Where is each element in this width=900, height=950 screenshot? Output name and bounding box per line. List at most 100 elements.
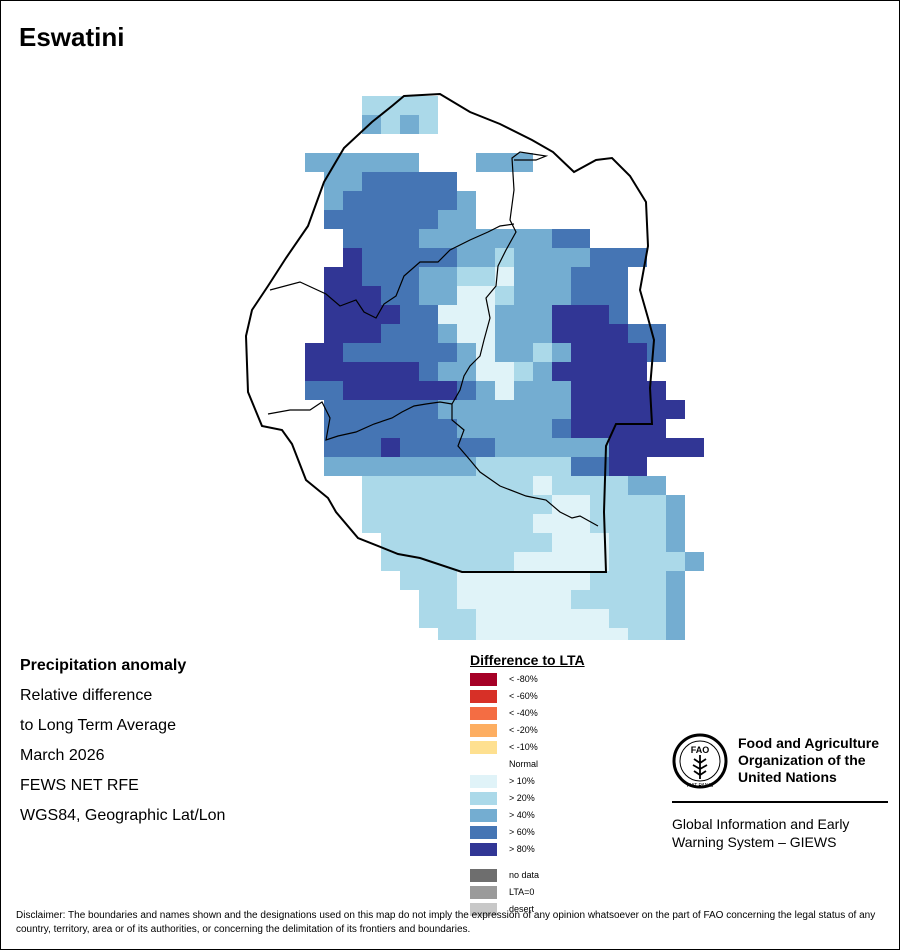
grid-cell	[571, 495, 590, 514]
grid-cell	[457, 305, 476, 324]
grid-cell	[571, 609, 590, 628]
grid-cell	[533, 324, 552, 343]
grid-cell	[381, 191, 400, 210]
grid-cell	[628, 248, 647, 267]
grid-cell	[628, 552, 647, 571]
grid-cell	[476, 590, 495, 609]
grid-cell	[495, 400, 514, 419]
grid-cell	[514, 267, 533, 286]
grid-cell	[381, 552, 400, 571]
grid-cell	[495, 267, 514, 286]
grid-cell	[476, 457, 495, 476]
grid-cell	[590, 609, 609, 628]
map-info-block: Precipitation anomaly Relative differenc…	[20, 656, 320, 836]
legend-class-item: < -60%	[470, 690, 670, 707]
grid-cell	[400, 267, 419, 286]
grid-cell	[400, 324, 419, 343]
grid-cell	[628, 457, 647, 476]
legend-swatch	[470, 903, 497, 916]
grid-cell	[419, 343, 438, 362]
grid-cell	[514, 533, 533, 552]
grid-cell	[590, 286, 609, 305]
grid-cell	[438, 362, 457, 381]
grid-cell	[571, 476, 590, 495]
grid-cell	[438, 628, 457, 640]
grid-cell	[419, 324, 438, 343]
grid-cell	[400, 153, 419, 172]
legend-swatch	[470, 707, 497, 720]
legend-class-item: < -40%	[470, 707, 670, 724]
grid-cell	[628, 533, 647, 552]
grid-cell	[628, 324, 647, 343]
legend-label: > 40%	[509, 810, 535, 820]
grid-cell	[476, 514, 495, 533]
grid-cell	[457, 476, 476, 495]
grid-cell	[628, 571, 647, 590]
grid-cell	[457, 267, 476, 286]
grid-cell	[628, 609, 647, 628]
grid-cell	[343, 438, 362, 457]
grid-cell	[609, 533, 628, 552]
grid-cell	[552, 552, 571, 571]
grid-cell	[438, 514, 457, 533]
grid-cell	[666, 514, 685, 533]
grid-cell	[343, 286, 362, 305]
grid-cell	[343, 343, 362, 362]
grid-cell	[381, 210, 400, 229]
grid-cell	[514, 343, 533, 362]
grid-cell	[457, 229, 476, 248]
fao-divider	[672, 801, 888, 803]
legend-title: Difference to LTA	[470, 652, 585, 668]
grid-cell	[571, 457, 590, 476]
grid-cell	[590, 419, 609, 438]
grid-cell	[438, 419, 457, 438]
grid-cell	[628, 419, 647, 438]
grid-cell	[590, 571, 609, 590]
grid-cell	[343, 191, 362, 210]
grid-cell	[609, 381, 628, 400]
grid-cell	[571, 590, 590, 609]
grid-cell	[324, 191, 343, 210]
grid-cell	[324, 286, 343, 305]
grid-cell	[552, 514, 571, 533]
grid-cell	[457, 552, 476, 571]
legend-swatch	[470, 775, 497, 788]
grid-cell	[552, 400, 571, 419]
grid-cell	[495, 229, 514, 248]
grid-cell	[495, 457, 514, 476]
grid-cell	[571, 438, 590, 457]
map-title: Eswatini	[19, 22, 125, 52]
grid-cell	[381, 153, 400, 172]
grid-cell	[476, 267, 495, 286]
map-info-source: FEWS NET RFE	[20, 777, 139, 794]
grid-cell	[552, 267, 571, 286]
grid-cell	[628, 343, 647, 362]
grid-cell	[381, 267, 400, 286]
grid-cell	[590, 248, 609, 267]
grid-cell	[590, 362, 609, 381]
legend-class-item: > 60%	[470, 826, 670, 843]
grid-cell	[362, 210, 381, 229]
grid-cell	[552, 419, 571, 438]
grid-cell	[609, 476, 628, 495]
grid-cell	[438, 533, 457, 552]
grid-cell	[552, 628, 571, 640]
grid-cell	[628, 381, 647, 400]
grid-cell	[514, 609, 533, 628]
grid-cell	[628, 476, 647, 495]
grid-cell	[666, 609, 685, 628]
grid-cell	[381, 438, 400, 457]
grid-cell	[514, 495, 533, 514]
grid-cell	[438, 381, 457, 400]
grid-cell	[495, 343, 514, 362]
grid-cell	[533, 267, 552, 286]
grid-cell	[476, 571, 495, 590]
grid-cell	[343, 248, 362, 267]
grid-cell	[533, 571, 552, 590]
grid-cell	[609, 248, 628, 267]
grid-cell	[609, 609, 628, 628]
grid-cell	[609, 552, 628, 571]
grid-cell	[381, 286, 400, 305]
grid-cell	[609, 324, 628, 343]
grid-cell	[419, 571, 438, 590]
